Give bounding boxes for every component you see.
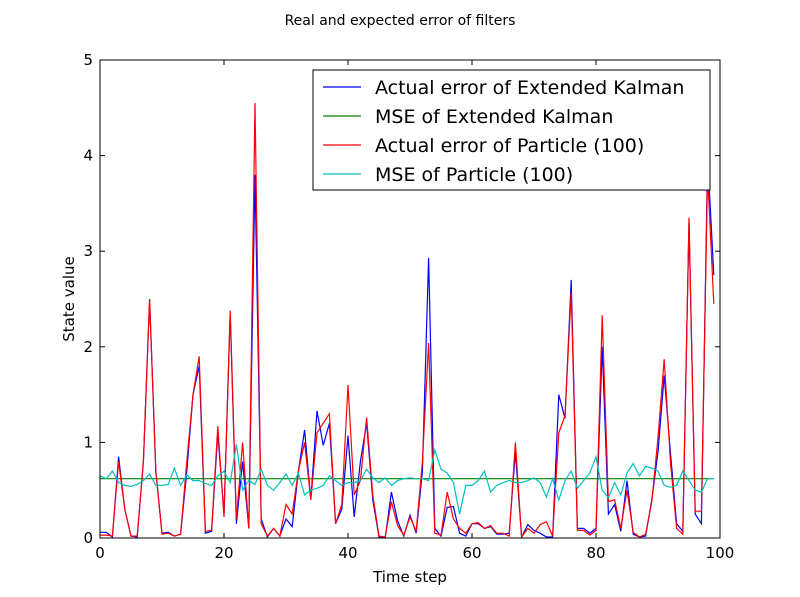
x-tick-label: 100 [706,544,735,562]
legend: Actual error of Extended Kalman MSE of Ex… [312,69,711,191]
y-tick-label: 2 [83,338,93,356]
series-line-2 [100,102,715,539]
y-tick-label: 3 [83,242,93,260]
x-tick-label: 80 [586,544,605,562]
y-tick-label: 0 [83,529,93,547]
x-axis: 0 20 40 60 80 100 [95,60,734,562]
series-line-3 [99,444,714,515]
x-axis-label: Time step [372,568,447,586]
legend-box [312,69,711,191]
y-tick-label: 5 [83,51,93,69]
y-axis: 0 1 2 3 4 5 [83,51,720,547]
legend-label-3: MSE of Particle (100) [375,164,573,186]
plot-frame [99,59,721,539]
y-axis-label: State value [60,256,78,341]
plot-area [99,102,715,540]
x-tick-label: 60 [462,544,481,562]
x-tick-label: 40 [338,544,357,562]
legend-label-2: Actual error of Particle (100) [375,135,644,157]
series-line-0 [100,155,715,540]
y-tick-label: 4 [83,147,93,165]
x-tick-label: 0 [95,544,105,562]
y-tick-label: 1 [83,433,93,451]
legend-label-1: MSE of Extended Kalman [375,106,613,128]
chart-title: Real and expected error of filters [285,13,516,29]
legend-label-0: Actual error of Extended Kalman [375,77,684,99]
x-tick-label: 20 [214,544,233,562]
